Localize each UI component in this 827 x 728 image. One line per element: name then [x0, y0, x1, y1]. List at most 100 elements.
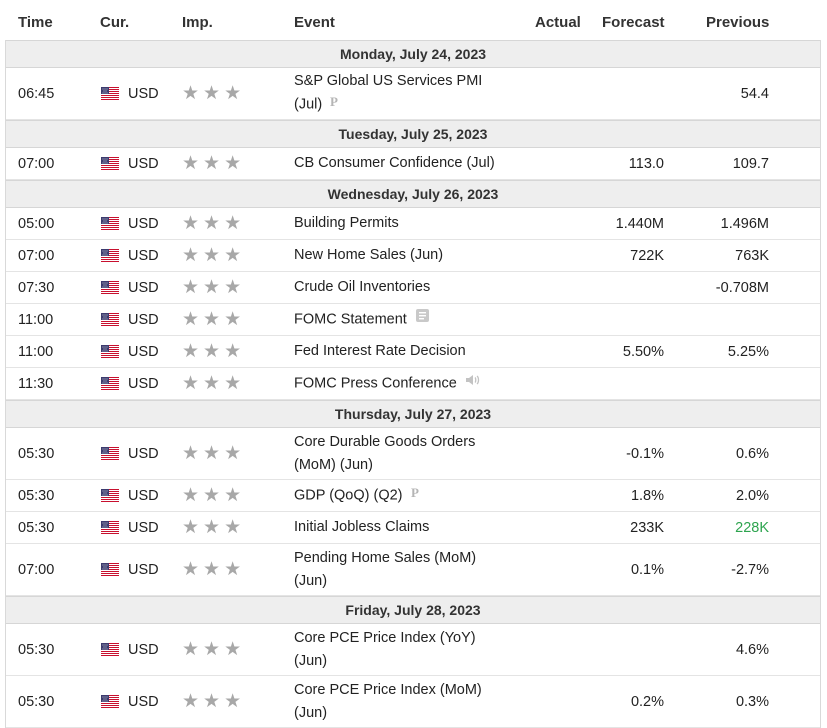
table-row[interactable]: 05:30 USD ★ ★ ★ Initial Jobless Claims 233K 228…	[6, 512, 820, 544]
table-row[interactable]: 07:00 USD ★ ★ ★ Pending Home Sales (MoM) (Jun)…	[6, 544, 820, 596]
event-title[interactable]: S&P Global US Services PMI	[294, 73, 483, 90]
event-title-continued[interactable]: (Jun)	[294, 572, 328, 589]
event-name[interactable]: Crude Oil Inventories	[294, 272, 524, 303]
event-time: 11:00	[18, 311, 54, 328]
event-name[interactable]: Core Durable Goods Orders (MoM) (Jun)	[294, 428, 524, 479]
currency-code: USD	[128, 375, 159, 392]
stars: ★ ★ ★	[182, 444, 241, 463]
speaker-icon[interactable]	[465, 372, 481, 395]
event-text[interactable]: Building Permits	[294, 212, 399, 235]
event-name[interactable]: Building Permits	[294, 208, 524, 239]
event-text[interactable]: Pending Home Sales (MoM) (Jun)	[294, 547, 476, 593]
table-row[interactable]: 05:30 USD ★ ★ ★ Core PCE Price Index (MoM) (Ju…	[6, 676, 820, 728]
event-title[interactable]: Crude Oil Inventories	[294, 279, 431, 295]
table-row[interactable]: 05:30 USD ★ ★ ★ Core Durable Goods Orders (MoM…	[6, 428, 820, 480]
event-text[interactable]: Crude Oil Inventories	[294, 276, 430, 299]
event-text[interactable]: CB Consumer Confidence (Jul)	[294, 152, 495, 175]
header-actual[interactable]: Actual	[535, 14, 581, 31]
forecast-value	[566, 368, 664, 399]
star-icon: ★	[224, 485, 242, 506]
event-title[interactable]: New Home Sales (Jun)	[294, 247, 444, 263]
event-title[interactable]: CB Consumer Confidence (Jul)	[294, 155, 495, 171]
event-name[interactable]: FOMC Press Conference	[294, 368, 524, 399]
header-importance[interactable]: Imp.	[182, 14, 213, 31]
table-row[interactable]: 07:00 USD ★ ★ ★ New Home Sales (Jun) 722K 763K	[6, 240, 820, 272]
event-title[interactable]: Core Durable Goods Orders	[294, 433, 476, 450]
forecast-value: 1.8%	[630, 487, 664, 504]
event-name[interactable]: Fed Interest Rate Decision	[294, 336, 524, 367]
stars: ★ ★ ★	[182, 214, 241, 233]
event-title-continued[interactable]: (MoM) (Jun)	[294, 456, 373, 473]
table-row[interactable]: 06:45 USD ★ ★ ★ S&P Global US Services PMI (Ju…	[6, 68, 820, 120]
table-row[interactable]: 11:30 USD ★ ★ ★ FOMC Press Conference	[6, 368, 820, 400]
event-time: 05:30	[18, 641, 55, 658]
table-row[interactable]: 07:30 USD ★ ★ ★ Crude Oil Inventories -0.708M	[6, 272, 820, 304]
us-flag-icon	[101, 345, 119, 358]
preliminary-icon[interactable]: P	[411, 484, 422, 507]
table-row[interactable]: 11:00 USD ★ ★ ★ Fed Interest Rate Decision 5.5…	[6, 336, 820, 368]
document-icon[interactable]	[415, 308, 430, 331]
event-name[interactable]: S&P Global US Services PMI (Jul) P	[294, 68, 524, 119]
event-text[interactable]: New Home Sales (Jun)	[294, 244, 443, 267]
table-row[interactable]: 11:00 USD ★ ★ ★ FOMC Statement	[6, 304, 820, 336]
event-title-continued[interactable]: (Jul)	[294, 96, 323, 113]
event-title[interactable]: GDP (QoQ) (Q2)	[294, 487, 403, 504]
event-text[interactable]: Core PCE Price Index (MoM) (Jun)	[294, 679, 482, 725]
stars: ★ ★ ★	[182, 692, 241, 711]
table-row[interactable]: 05:00 USD ★ ★ ★ Building Permits 1.440M 1.496M	[6, 208, 820, 240]
event-text[interactable]: S&P Global US Services PMI (Jul) P	[294, 70, 482, 116]
currency-cell: USD	[101, 304, 159, 335]
currency-code: USD	[128, 311, 159, 328]
event-name[interactable]: FOMC Statement	[294, 304, 524, 335]
event-title[interactable]: Pending Home Sales (MoM)	[294, 549, 477, 566]
event-name[interactable]: Initial Jobless Claims	[294, 512, 524, 543]
event-text[interactable]: FOMC Press Conference	[294, 372, 481, 395]
star-icon: ★	[182, 373, 200, 394]
star-icon: ★	[203, 213, 221, 234]
event-title[interactable]: Core PCE Price Index (MoM)	[294, 681, 482, 698]
event-name[interactable]: Core PCE Price Index (MoM) (Jun)	[294, 676, 524, 727]
currency-cell: USD	[101, 68, 159, 119]
previous-value: 763K	[735, 247, 769, 264]
star-icon: ★	[203, 639, 221, 660]
event-title-continued[interactable]: (Jun)	[294, 652, 328, 669]
currency-code: USD	[128, 247, 159, 264]
currency-cell: USD	[101, 272, 159, 303]
previous-value: 0.6%	[735, 445, 769, 462]
star-icon: ★	[203, 83, 221, 104]
table-row[interactable]: 07:00 USD ★ ★ ★ CB Consumer Confidence (Jul) 1…	[6, 148, 820, 180]
event-title[interactable]: FOMC Statement	[294, 311, 407, 328]
us-flag-icon	[101, 249, 119, 262]
event-name[interactable]: GDP (QoQ) (Q2) P	[294, 480, 524, 511]
preliminary-icon[interactable]: P	[330, 93, 341, 116]
currency-cell: USD	[101, 240, 159, 271]
event-text[interactable]: FOMC Statement	[294, 308, 430, 331]
header-forecast[interactable]: Forecast	[602, 14, 665, 31]
event-title[interactable]: Initial Jobless Claims	[294, 519, 430, 535]
event-title-continued[interactable]: (Jun)	[294, 704, 328, 721]
header-time[interactable]: Time	[18, 14, 53, 31]
star-icon: ★	[224, 517, 242, 538]
header-event[interactable]: Event	[294, 14, 335, 31]
importance-stars: ★ ★ ★	[182, 428, 241, 479]
table-row[interactable]: 05:30 USD ★ ★ ★ GDP (QoQ) (Q2) P 1.8% 2.0%	[6, 480, 820, 512]
event-title[interactable]: Core PCE Price Index (YoY)	[294, 629, 476, 646]
currency-cell: USD	[101, 368, 159, 399]
event-text[interactable]: GDP (QoQ) (Q2) P	[294, 484, 422, 507]
star-icon: ★	[203, 485, 221, 506]
event-text[interactable]: Core Durable Goods Orders (MoM) (Jun)	[294, 431, 475, 477]
event-name[interactable]: Core PCE Price Index (YoY) (Jun)	[294, 624, 524, 675]
event-name[interactable]: CB Consumer Confidence (Jul)	[294, 148, 524, 179]
event-text[interactable]: Initial Jobless Claims	[294, 516, 429, 539]
header-previous[interactable]: Previous	[706, 14, 770, 31]
event-name[interactable]: New Home Sales (Jun)	[294, 240, 524, 271]
event-title[interactable]: Fed Interest Rate Decision	[294, 343, 466, 359]
header-currency[interactable]: Cur.	[100, 14, 130, 31]
event-text[interactable]: Fed Interest Rate Decision	[294, 340, 466, 363]
event-text[interactable]: Core PCE Price Index (YoY) (Jun)	[294, 627, 476, 673]
star-icon: ★	[182, 639, 200, 660]
event-title[interactable]: Building Permits	[294, 215, 399, 231]
table-row[interactable]: 05:30 USD ★ ★ ★ Core PCE Price Index (YoY) (Ju…	[6, 624, 820, 676]
event-title[interactable]: FOMC Press Conference	[294, 375, 457, 392]
event-name[interactable]: Pending Home Sales (MoM) (Jun)	[294, 544, 524, 595]
